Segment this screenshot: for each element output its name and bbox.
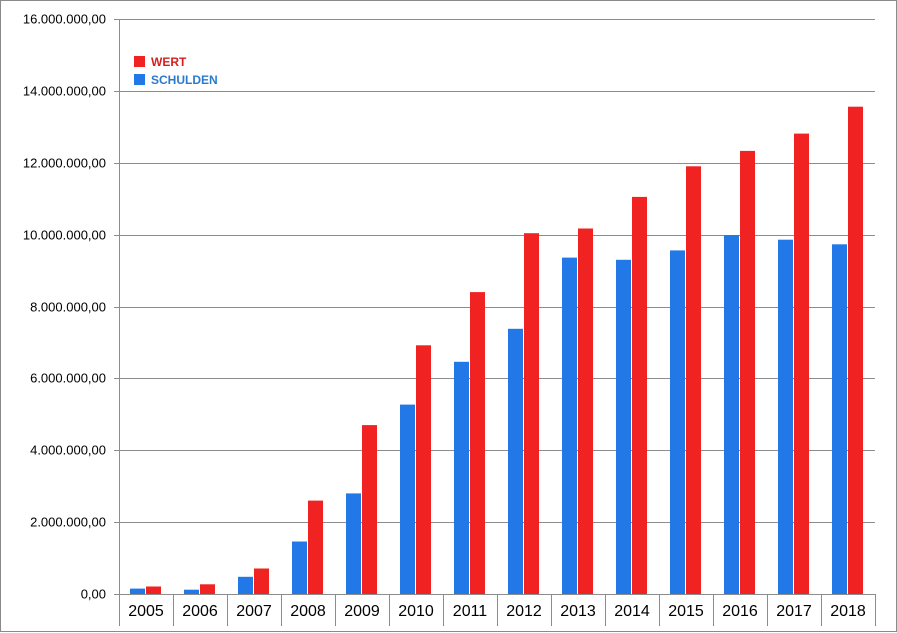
bar-schulden-2010 (400, 404, 415, 594)
bar-schulden-2016 (724, 235, 739, 594)
x-tick-label: 2007 (236, 603, 272, 620)
bar-schulden-2014 (616, 259, 631, 594)
y-tick-label: 0,00 (81, 587, 106, 602)
bar-wert-2009 (362, 425, 377, 594)
bar-wert-2005 (146, 586, 161, 594)
x-tick-label: 2011 (453, 603, 488, 620)
axes (119, 19, 876, 626)
bar-wert-2017 (794, 133, 809, 594)
bar-wert-2018 (848, 106, 863, 594)
legend-swatch-schulden (134, 74, 145, 85)
bar-schulden-2018 (832, 244, 847, 595)
bar-schulden-2011 (454, 361, 469, 594)
x-tick-label: 2012 (506, 603, 542, 620)
bar-schulden-2015 (670, 250, 685, 594)
bar-schulden-2006 (184, 589, 199, 594)
bar-schulden-2013 (562, 257, 577, 594)
bar-schulden-2005 (130, 588, 145, 594)
x-tick-label: 2013 (560, 603, 596, 620)
x-tick-label: 2006 (182, 603, 218, 620)
y-tick-label: 8.000.000,00 (30, 300, 106, 315)
y-tick-label: 10.000.000,00 (23, 228, 106, 243)
bar-schulden-2009 (346, 493, 361, 594)
bar-wert-2008 (308, 500, 323, 594)
bar-schulden-2017 (778, 239, 793, 594)
bar-wert-2015 (686, 166, 701, 595)
legend-swatch-wert (134, 56, 145, 67)
x-tick-label: 2018 (830, 603, 866, 620)
x-tick-label: 2009 (344, 603, 380, 620)
gridlines (114, 19, 875, 595)
legend-label-schulden: SCHULDEN (151, 73, 218, 87)
y-tick-label: 2.000.000,00 (30, 515, 106, 530)
bar-wert-2012 (524, 233, 539, 594)
y-tick-label: 12.000.000,00 (23, 156, 106, 171)
bar-wert-2006 (200, 584, 215, 594)
x-tick-label: 2016 (722, 603, 758, 620)
y-tick-label: 4.000.000,00 (30, 443, 106, 458)
legend: WERT SCHULDEN (134, 55, 218, 87)
x-tick-label: 2017 (776, 603, 812, 620)
bar-schulden-2007 (238, 576, 253, 595)
bar-wert-2007 (254, 568, 269, 594)
x-tick-label: 2010 (398, 603, 434, 620)
x-tick-label: 2014 (614, 603, 650, 620)
bars (130, 106, 863, 595)
bar-schulden-2012 (508, 328, 523, 594)
y-tick-label: 16.000.000,00 (23, 12, 106, 27)
x-tick-label: 2005 (128, 603, 164, 620)
y-tick-label: 14.000.000,00 (23, 84, 106, 99)
x-axis-ticks: 2005 2006 2007 2008 2009 2010 2011 2012 2013 2014… (128, 603, 866, 620)
bar-wert-2013 (578, 228, 593, 594)
y-tick-label: 6.000.000,00 (30, 371, 106, 386)
y-axis-ticks: 0,00 2.000.000,00 4.000.000,00 6.000.000,00… (23, 12, 106, 602)
bar-wert-2014 (632, 196, 647, 594)
bar-schulden-2008 (292, 541, 307, 594)
bar-wert-2010 (416, 345, 431, 594)
bar-wert-2011 (470, 292, 485, 594)
x-tick-label: 2008 (290, 603, 326, 620)
x-tick-label: 2015 (668, 603, 704, 620)
bar-wert-2016 (740, 150, 755, 594)
legend-label-wert: WERT (151, 55, 187, 69)
